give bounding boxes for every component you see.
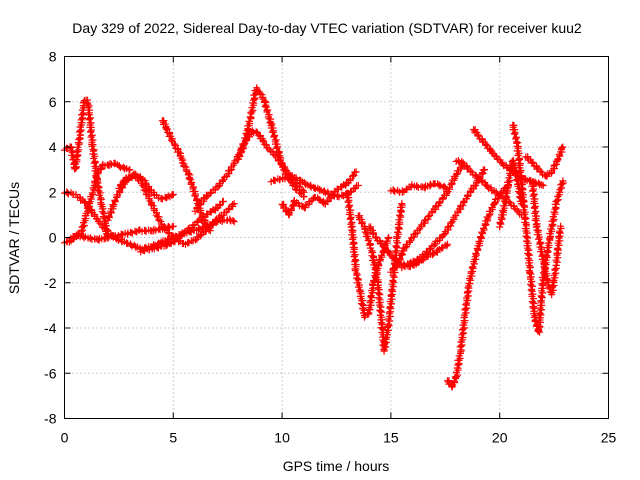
chart-title: Day 329 of 2022, Sidereal Day-to-day VTE… xyxy=(72,20,582,36)
plus-markers xyxy=(191,127,308,215)
y-tick-label: -8 xyxy=(44,411,57,427)
plus-markers xyxy=(522,143,567,180)
plus-markers xyxy=(444,182,512,391)
series-prn-track-18 xyxy=(387,180,449,196)
series-prn-track-15 xyxy=(354,200,406,355)
x-tick-label: 5 xyxy=(169,430,177,446)
plus-markers xyxy=(387,161,467,276)
x-tick-labels: 0 5 10 15 20 25 xyxy=(61,430,617,446)
y-tick-labels: -8 -6 -4 -2 0 2 4 6 8 xyxy=(44,49,57,427)
series-prn-track-13 xyxy=(278,168,360,219)
y-tick-label: 8 xyxy=(49,49,57,65)
x-tick-label: 10 xyxy=(274,430,290,446)
y-axis-label: SDTVAR / TECUs xyxy=(6,182,22,294)
series-prn-track-9 xyxy=(169,215,238,242)
y-tick-label: -2 xyxy=(44,275,57,291)
y-tick-label: 2 xyxy=(49,184,57,200)
series-prn-track-21 xyxy=(452,157,525,219)
series-prn-track-24 xyxy=(528,178,565,299)
plus-markers xyxy=(278,168,360,219)
series-prn-track-20 xyxy=(444,182,512,391)
x-tick-label: 15 xyxy=(383,430,399,446)
series-prn-track-25 xyxy=(522,143,567,180)
plus-markers xyxy=(509,121,567,336)
series-prn-track-23 xyxy=(509,121,567,336)
y-tick-label: -4 xyxy=(44,320,57,336)
y-tick-label: 0 xyxy=(49,230,57,246)
plus-markers xyxy=(343,189,393,321)
x-tick-label: 20 xyxy=(492,430,508,446)
x-tick-label: 0 xyxy=(61,430,69,446)
axes xyxy=(64,56,609,419)
plus-markers xyxy=(452,157,525,219)
plus-markers xyxy=(528,178,565,299)
series-prn-track-26 xyxy=(496,156,526,231)
x-tick-label: 25 xyxy=(601,430,617,446)
y-tick-label: 6 xyxy=(49,94,57,110)
plus-markers xyxy=(387,180,449,196)
series-prn-track-14 xyxy=(343,189,393,321)
y-tick-label: 4 xyxy=(49,139,57,155)
x-axis-label: GPS time / hours xyxy=(283,458,390,474)
series-prn-track-17 xyxy=(387,161,467,276)
y-tick-label: -6 xyxy=(44,365,57,381)
series-prn-track-10 xyxy=(191,127,308,215)
plus-markers xyxy=(169,215,238,242)
plus-markers xyxy=(354,200,406,355)
plus-markers xyxy=(496,156,526,231)
